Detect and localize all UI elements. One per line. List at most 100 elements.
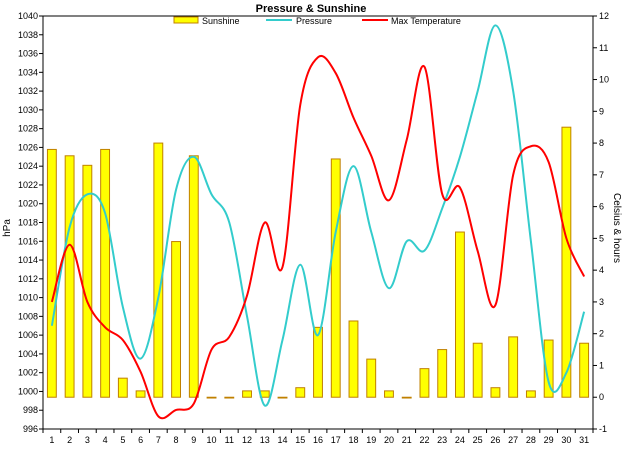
x-tick-label: 12 xyxy=(242,435,252,445)
x-tick-label: 29 xyxy=(544,435,554,445)
sunshine-bar xyxy=(579,342,590,398)
x-tick-label: 10 xyxy=(207,435,217,445)
y-right-tick-label: 6 xyxy=(599,202,604,212)
y-left-tick-label: 996 xyxy=(23,424,38,434)
y-right-tick-label: 2 xyxy=(599,329,604,339)
x-tick-label: 21 xyxy=(402,435,412,445)
x-tick-label: 27 xyxy=(508,435,518,445)
sunshine-bar xyxy=(153,142,164,398)
y-left-tick-label: 1024 xyxy=(18,161,38,171)
legend-label-sunshine: Sunshine xyxy=(202,16,240,26)
y-right-tick-label: -1 xyxy=(599,424,607,434)
y-left-tick-label: 1038 xyxy=(18,30,38,40)
y-right-axis-title: Celsius & hours xyxy=(611,193,622,263)
sunshine-bar xyxy=(64,155,75,398)
y-left-tick-label: 1014 xyxy=(18,255,38,265)
x-tick-label: 30 xyxy=(561,435,571,445)
pressure-series-line xyxy=(50,24,586,407)
sunshine-bar xyxy=(330,158,341,398)
sunshine-bar xyxy=(525,390,536,398)
legend-label-pressure: Pressure xyxy=(296,16,332,26)
x-tick-label: 5 xyxy=(120,435,125,445)
x-tick-label: 13 xyxy=(260,435,270,445)
x-tick-label: 6 xyxy=(138,435,143,445)
sunshine-bar xyxy=(384,390,394,398)
y-right-tick-label: 7 xyxy=(599,170,604,180)
sunshine-bar xyxy=(508,336,519,398)
x-tick-label: 28 xyxy=(526,435,536,445)
y-left-tick-label: 1004 xyxy=(18,349,38,359)
x-tick-label: 17 xyxy=(331,435,341,445)
y-right-tick-label: 0 xyxy=(599,392,604,402)
y-left-tick-label: 1012 xyxy=(18,274,38,284)
x-tick-label: 31 xyxy=(579,435,589,445)
y-left-tick-label: 1030 xyxy=(18,105,38,115)
x-tick-label: 7 xyxy=(156,435,161,445)
x-tick-label: 26 xyxy=(490,435,500,445)
x-tick-label: 1 xyxy=(49,435,54,445)
y-left-tick-label: 1006 xyxy=(18,330,38,340)
y-left-tick-label: 1020 xyxy=(18,199,38,209)
sunshine-bar xyxy=(561,126,572,398)
x-tick-label: 20 xyxy=(384,435,394,445)
y-right-tick-label: 4 xyxy=(599,265,604,275)
y-right-tick-label: 12 xyxy=(599,11,609,21)
sunshine-bar xyxy=(437,349,448,398)
sunshine-bar xyxy=(242,390,252,398)
y-right-tick-label: 5 xyxy=(599,233,604,243)
y-left-tick-label: 1016 xyxy=(18,236,38,246)
sunshine-bar xyxy=(295,387,306,398)
sunshine-bar xyxy=(135,390,146,398)
y-left-tick-label: 1018 xyxy=(18,218,38,228)
y-left-tick-label: 1040 xyxy=(18,11,38,21)
sunshine-bar xyxy=(366,358,377,398)
sunshine-bar xyxy=(117,377,128,398)
x-tick-label: 22 xyxy=(419,435,429,445)
y-left-tick-label: 1000 xyxy=(18,386,38,396)
x-tick-label: 3 xyxy=(85,435,90,445)
sunshine-bar xyxy=(46,148,57,398)
x-tick-label: 16 xyxy=(313,435,323,445)
plot-area: 9969981000100210041006100810101012101410… xyxy=(18,11,609,445)
y-right-tick-label: 1 xyxy=(599,360,604,370)
x-tick-label: 25 xyxy=(473,435,483,445)
sunshine-bar xyxy=(455,231,465,398)
x-tick-label: 9 xyxy=(191,435,196,445)
x-tick-label: 15 xyxy=(295,435,305,445)
y-left-tick-label: 1022 xyxy=(18,180,38,190)
sunshine-bar xyxy=(100,148,111,398)
sunshine-bar xyxy=(419,368,430,398)
x-tick-label: 14 xyxy=(278,435,288,445)
y-left-tick-label: 1026 xyxy=(18,142,38,152)
chart-title: Pressure & Sunshine xyxy=(256,3,367,15)
sunshine-bar xyxy=(277,396,288,399)
x-tick-label: 18 xyxy=(348,435,358,445)
x-tick-label: 2 xyxy=(67,435,72,445)
y-left-axis-title: hPa xyxy=(2,219,13,237)
y-left-tick-label: 1008 xyxy=(18,311,38,321)
y-right-tick-label: 10 xyxy=(599,75,609,85)
y-right-tick-label: 11 xyxy=(599,43,608,53)
x-tick-label: 23 xyxy=(437,435,447,445)
x-tick-label: 11 xyxy=(225,435,234,445)
y-right-tick-label: 9 xyxy=(599,106,604,116)
x-tick-label: 24 xyxy=(455,435,465,445)
sunshine-bar xyxy=(224,396,235,399)
sunshine-bar xyxy=(82,164,93,398)
y-left-tick-label: 1002 xyxy=(18,368,38,378)
x-tick-label: 19 xyxy=(366,435,376,445)
sunshine-bar xyxy=(206,396,217,399)
y-left-tick-label: 1034 xyxy=(18,67,38,77)
x-tick-label: 4 xyxy=(103,435,108,445)
y-left-tick-label: 998 xyxy=(23,405,38,415)
sunshine-bar xyxy=(490,387,501,398)
y-left-tick-label: 1036 xyxy=(18,49,38,59)
sunshine-bar xyxy=(401,396,412,399)
sunshine-bar xyxy=(348,320,359,398)
y-left-tick-label: 1010 xyxy=(18,293,38,303)
legend: Sunshine Pressure Max Temperature xyxy=(173,16,461,26)
y-left-tick-label: 1028 xyxy=(18,124,38,134)
legend-label-max-temperature: Max Temperature xyxy=(391,16,461,26)
sunshine-bar xyxy=(472,342,483,398)
